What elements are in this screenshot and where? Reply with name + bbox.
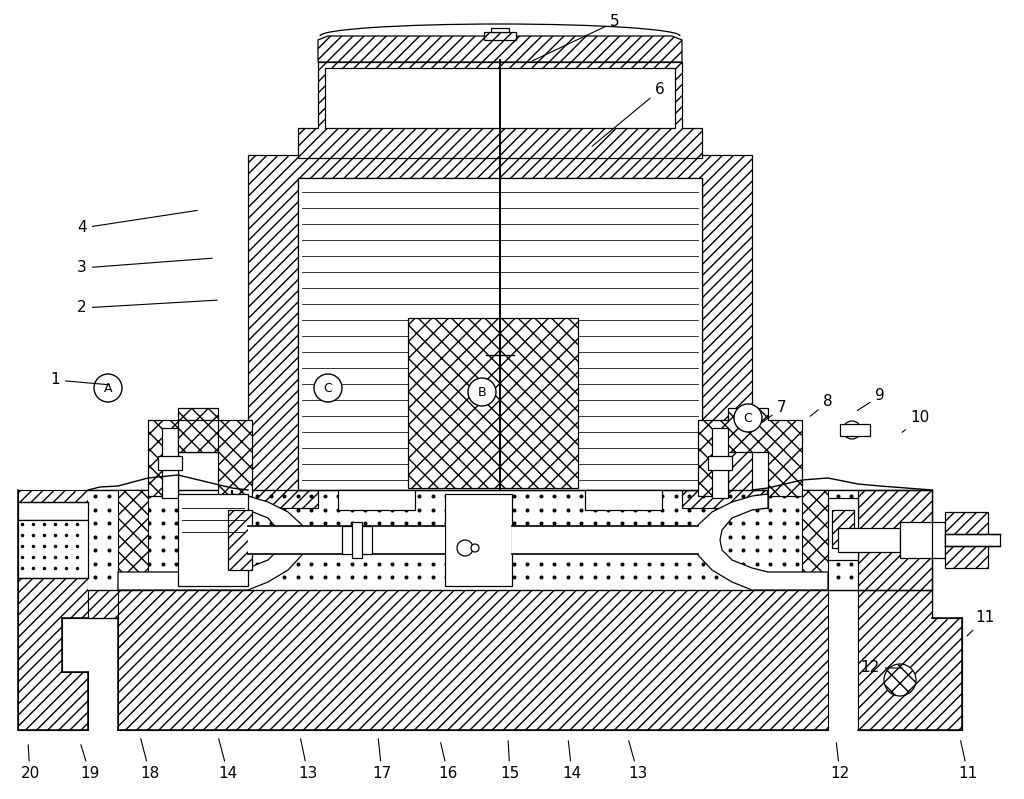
Bar [828,498,858,560]
Text: 5: 5 [532,14,620,61]
Bar [248,526,445,554]
Text: 12: 12 [830,743,850,781]
Bar [712,428,728,498]
Text: 10: 10 [902,411,930,432]
Bar [338,490,415,510]
Circle shape [468,378,496,406]
Text: C: C [743,411,753,424]
Bar [18,520,88,578]
Bar [840,424,870,436]
Bar [831,510,854,548]
Bar [945,512,988,568]
Text: 12: 12 [860,661,902,675]
Polygon shape [318,36,682,62]
Bar [585,490,662,510]
Bar [18,502,88,520]
Bar [178,494,248,586]
Polygon shape [148,408,252,496]
Text: 2: 2 [77,300,217,316]
Circle shape [843,421,861,439]
Bar [342,526,372,554]
Bar [298,178,702,490]
Polygon shape [858,590,962,730]
Text: 13: 13 [298,739,317,781]
Text: 20: 20 [20,745,40,781]
Bar [445,494,512,586]
Text: 6: 6 [592,82,665,146]
Polygon shape [178,420,218,452]
Text: 4: 4 [77,210,198,236]
Polygon shape [698,408,802,496]
Circle shape [884,664,916,696]
Bar [88,490,932,590]
Text: 11: 11 [967,610,994,636]
Bar [708,456,732,470]
Bar [802,490,828,590]
Bar [228,510,252,570]
Text: 14: 14 [562,741,582,781]
Text: 13: 13 [629,741,648,781]
Bar [484,32,516,40]
Bar [408,318,578,488]
Bar [158,456,182,470]
Bar [838,528,900,552]
Text: 18: 18 [140,739,160,781]
Bar [900,522,945,558]
Bar [512,526,698,554]
Text: 8: 8 [810,395,833,416]
Bar [325,68,675,128]
Polygon shape [118,490,308,590]
Text: 19: 19 [80,745,99,781]
Bar [118,490,148,590]
Text: 3: 3 [77,258,212,276]
Bar [945,534,1000,546]
Circle shape [471,544,479,552]
Text: 9: 9 [857,388,885,411]
Text: 7: 7 [762,400,786,423]
Bar [352,522,362,558]
Text: 15: 15 [501,741,519,781]
Polygon shape [692,490,828,590]
Bar [178,494,248,586]
Text: 1: 1 [50,372,110,388]
Polygon shape [88,490,118,618]
Text: 11: 11 [958,741,978,781]
Polygon shape [858,490,932,590]
Polygon shape [298,62,702,158]
Text: 14: 14 [218,739,238,781]
Polygon shape [18,490,88,730]
Circle shape [734,404,762,432]
Text: C: C [324,381,333,395]
Bar [162,428,178,498]
Text: 17: 17 [373,739,391,781]
Text: 16: 16 [438,743,458,781]
Polygon shape [232,155,768,508]
Text: A: A [103,381,113,395]
Circle shape [457,540,473,556]
Text: B: B [477,385,486,399]
Circle shape [94,374,122,402]
Bar [445,494,512,586]
Circle shape [314,374,342,402]
Polygon shape [118,490,962,730]
Bar [490,28,509,32]
